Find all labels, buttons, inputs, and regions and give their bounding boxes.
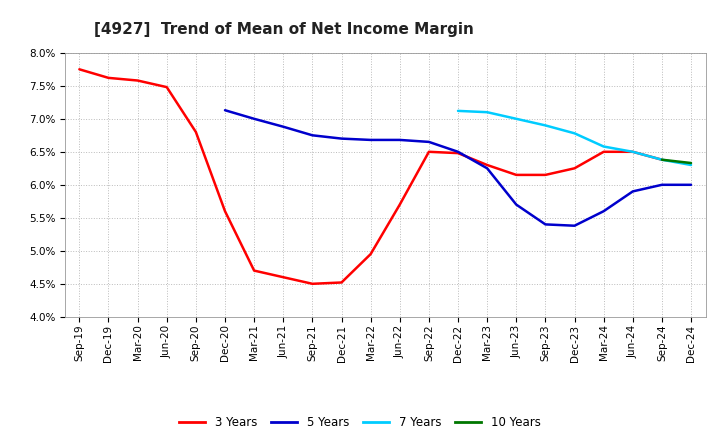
Text: [4927]  Trend of Mean of Net Income Margin: [4927] Trend of Mean of Net Income Margi… [94, 22, 474, 37]
Legend: 3 Years, 5 Years, 7 Years, 10 Years: 3 Years, 5 Years, 7 Years, 10 Years [175, 412, 545, 434]
